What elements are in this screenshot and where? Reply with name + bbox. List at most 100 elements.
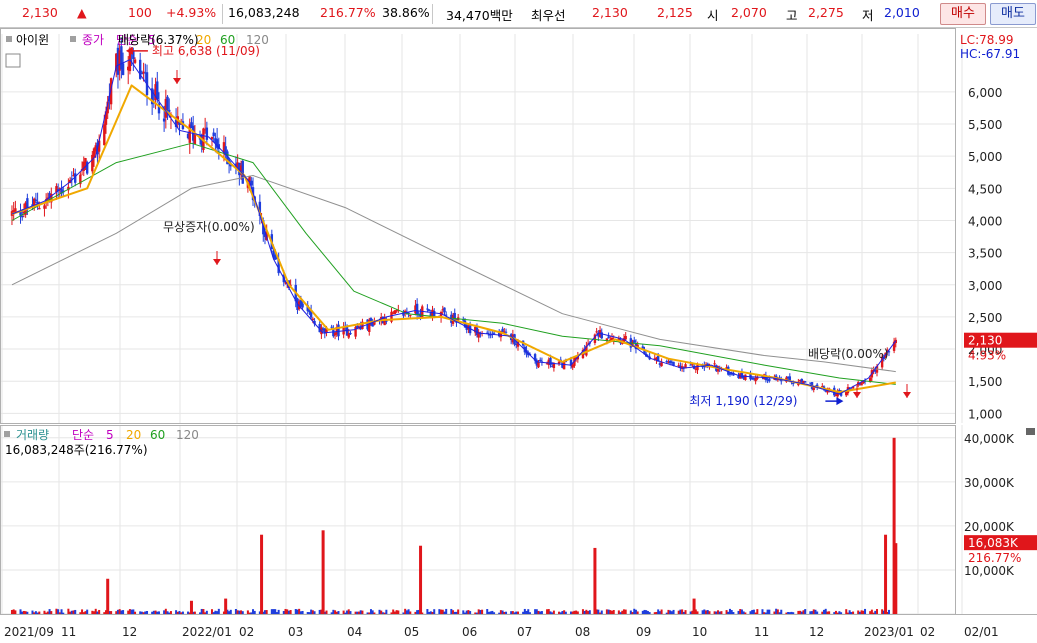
volume-bar xyxy=(600,610,603,614)
candle-body xyxy=(58,188,62,190)
candle-body xyxy=(756,376,759,379)
volume-bar xyxy=(263,610,266,614)
volume-bar xyxy=(93,611,96,614)
candle-body xyxy=(475,327,479,336)
volume-bar xyxy=(475,612,478,614)
panel-toggle-icon xyxy=(1026,428,1035,435)
candle-body xyxy=(552,363,556,369)
candle-body xyxy=(308,310,311,313)
candle-body xyxy=(821,386,824,388)
volume-bar xyxy=(62,612,65,614)
candle-body xyxy=(426,308,429,310)
volume-bar xyxy=(814,609,817,614)
ma20-line xyxy=(11,84,896,394)
volume-bar xyxy=(648,612,651,614)
volume-bar xyxy=(828,611,831,614)
volume-bar xyxy=(294,609,297,614)
event-arrow-icon xyxy=(903,392,911,398)
volume-spike-bar xyxy=(106,578,110,614)
candle-body xyxy=(780,379,783,382)
open-price: 2,070 xyxy=(731,5,767,20)
volume-bar xyxy=(229,609,232,614)
candle-body xyxy=(74,173,77,183)
price-tick-label: 2,500 xyxy=(968,311,1002,325)
volume-bar xyxy=(689,611,692,614)
volume-bar xyxy=(134,611,137,614)
volume-bar xyxy=(347,609,350,614)
candle-body xyxy=(106,101,109,114)
volume-bar xyxy=(407,609,410,614)
volume-bar xyxy=(115,611,118,614)
volume-bar xyxy=(57,609,60,614)
volume-bar xyxy=(513,612,516,614)
candle-body xyxy=(156,81,159,100)
volume-tick-label: 10,000K xyxy=(964,564,1015,578)
sell-button[interactable]: 매도 xyxy=(990,3,1036,25)
candle-body xyxy=(792,383,795,385)
candle-body xyxy=(547,359,550,366)
volume-bar xyxy=(876,609,879,614)
volume-bar xyxy=(636,611,639,614)
candle-body xyxy=(162,118,166,122)
volume-bar xyxy=(583,610,586,614)
candle-body xyxy=(892,341,896,351)
candle-body xyxy=(564,361,568,363)
volume-bar xyxy=(152,610,155,614)
volume-bar xyxy=(645,610,648,614)
stock-chart[interactable]: 1,0001,5002,0002,5003,0003,5004,0004,500… xyxy=(0,28,1037,643)
candle-body xyxy=(234,163,238,167)
volume-bar xyxy=(537,610,540,614)
candle-body xyxy=(706,363,709,366)
volume-bar xyxy=(857,610,860,614)
volume-bar xyxy=(462,610,465,614)
volume-bar xyxy=(320,609,323,614)
volume-bar xyxy=(214,610,217,614)
price-panel-border xyxy=(0,28,956,424)
volume-bar xyxy=(79,612,82,614)
buy-button[interactable]: 매수 xyxy=(940,3,986,25)
candle-body xyxy=(325,328,328,333)
volume-bar xyxy=(181,611,184,614)
volume-bar xyxy=(800,611,803,614)
candle-body xyxy=(665,361,668,363)
candle-body xyxy=(668,360,672,364)
candle-body xyxy=(834,395,838,397)
ma5-label: 5 xyxy=(148,33,156,47)
volume-bar xyxy=(284,608,287,614)
candle-body xyxy=(656,355,660,362)
candle-body xyxy=(193,134,197,144)
volume-bar xyxy=(477,609,480,614)
volume-bar xyxy=(166,611,169,614)
volume-bar xyxy=(587,611,590,614)
candle-body xyxy=(754,377,757,382)
volume-spike-bar xyxy=(894,543,898,614)
volume-bar xyxy=(737,610,740,614)
price-tick-label: 3,500 xyxy=(968,247,1002,261)
volume-bar xyxy=(775,608,778,614)
volume-bar xyxy=(212,612,215,614)
volume-bar xyxy=(464,612,466,614)
candle-body xyxy=(670,361,674,363)
candle-body xyxy=(874,369,877,372)
candle-body xyxy=(607,336,610,339)
volume-bar xyxy=(469,611,472,614)
volume-bar xyxy=(761,609,764,614)
volume-bar xyxy=(672,609,675,614)
candle-body xyxy=(395,310,398,312)
volume-bar xyxy=(366,612,369,614)
volume-bar xyxy=(629,610,632,614)
candle-body xyxy=(550,365,554,367)
volume-bar xyxy=(21,611,24,614)
candle-body xyxy=(154,84,157,101)
volume-bar xyxy=(812,609,815,614)
candle-body xyxy=(815,384,819,388)
candle-body xyxy=(109,78,113,105)
time-tick-label: 02 xyxy=(920,625,935,639)
candle-body xyxy=(62,190,65,193)
volume-bar xyxy=(236,610,239,614)
time-tick-label: 12 xyxy=(809,625,824,639)
volume-bar xyxy=(205,610,208,614)
volume-bar xyxy=(641,610,644,614)
volume-bar xyxy=(120,610,123,614)
volume-bar xyxy=(588,610,591,614)
